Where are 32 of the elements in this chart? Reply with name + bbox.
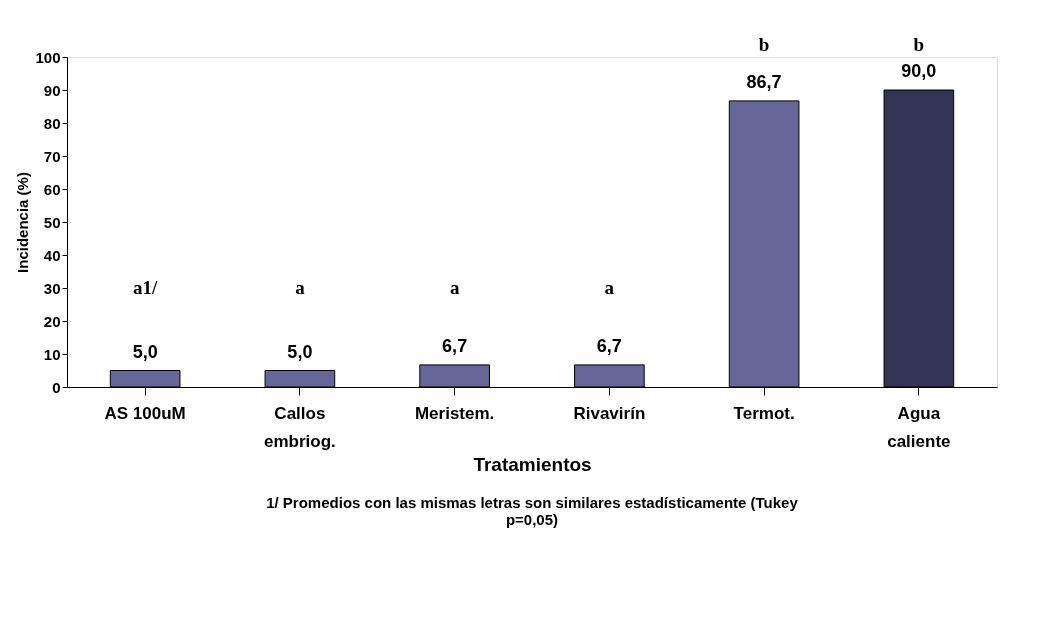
annotation: a bbox=[295, 277, 306, 298]
x-tick-label: AS 100uM bbox=[104, 403, 186, 423]
y-tick-label: 70 bbox=[43, 147, 61, 165]
x-tick-label: Rivavirín bbox=[573, 403, 646, 423]
x-tick-label: Meristem. bbox=[414, 403, 495, 423]
data-label: 6,7 bbox=[442, 335, 468, 356]
y-tick-label: 90 bbox=[43, 81, 61, 99]
y-tick-label: 30 bbox=[43, 279, 61, 297]
data-label: 5,0 bbox=[132, 341, 158, 362]
annotation: a bbox=[449, 277, 460, 298]
x-axis-title: Tratamientos bbox=[473, 453, 592, 475]
data-label: 5,0 bbox=[287, 341, 313, 362]
annotation: a1/ bbox=[133, 277, 158, 298]
y-tick-label: 100 bbox=[35, 48, 61, 66]
y-tick-label: 60 bbox=[43, 180, 61, 198]
data-label: 6,7 bbox=[596, 335, 622, 356]
y-tick-label: 0 bbox=[52, 378, 61, 396]
y-tick-label: 50 bbox=[43, 213, 61, 231]
x-tick-label: Callos embriog. bbox=[263, 403, 336, 451]
data-label: 90,0 bbox=[901, 61, 937, 81]
y-tick-label: 10 bbox=[43, 345, 61, 363]
y-tick-label: 80 bbox=[43, 114, 61, 132]
text: b bbox=[913, 34, 925, 55]
annotation: a bbox=[604, 277, 615, 298]
text: b bbox=[758, 34, 770, 55]
y-tick-label: 20 bbox=[43, 312, 61, 330]
y-axis-title: Incidencia (%) bbox=[14, 172, 32, 273]
text: 1/ Promedios con las mismas letras son similares estadísticamente (Tukey p=0,05) bbox=[266, 494, 799, 528]
x-tick-label: Agua caliente bbox=[887, 403, 951, 451]
x-tick-label: Termot. bbox=[733, 403, 795, 423]
y-tick-label: 40 bbox=[43, 246, 61, 264]
data-label: 86,7 bbox=[746, 71, 782, 92]
